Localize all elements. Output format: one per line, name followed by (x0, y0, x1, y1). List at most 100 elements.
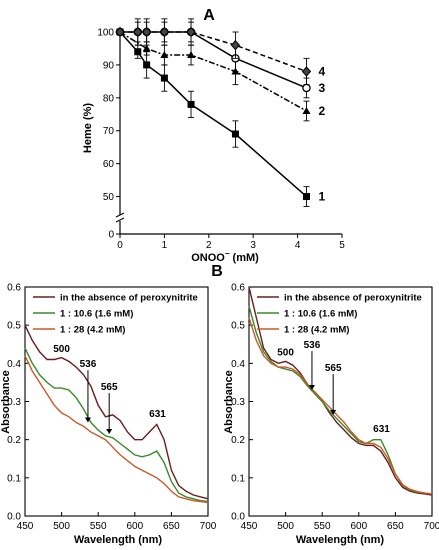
chart-a-series-4-label: 4 (318, 64, 325, 78)
chart-b-left-y-tick-label: 0.5 (7, 321, 21, 332)
chart-b-right-x-axis-label: Wavelength (nm) (296, 534, 385, 546)
chart-b-left-annotation: 565 (101, 382, 118, 393)
chart-a-x-tick-label: 5 (339, 240, 345, 251)
chart-b-right-annotation-arrowhead (308, 385, 315, 391)
chart-b-left-legend-label: in the absence of peroxynitrite (60, 293, 198, 304)
chart-b-left-y-tick-label: 0.2 (7, 435, 21, 446)
chart-a-y-tick-label: 70 (103, 126, 115, 137)
chart-a-series-2-label: 2 (318, 104, 325, 118)
chart-b-left-series-line (24, 355, 209, 504)
chart-a-y-axis-label: Heme (%) (82, 103, 94, 153)
chart-a-x-tick-label: 1 (162, 240, 168, 251)
chart-b-right-annotation: 631 (373, 424, 390, 435)
chart-b-left-y-tick-label: 0.1 (7, 473, 21, 484)
chart-a-series-1-line (119, 31, 307, 198)
chart-a-axis-break-mark (115, 217, 125, 223)
chart-b-left-y-axis-label: Absorbance (0, 370, 12, 434)
chart-a-series-1-point (134, 48, 142, 56)
chart-b-right-y-tick-label: 0.1 (231, 473, 245, 484)
chart-b-left-x-tick-label: 600 (126, 521, 143, 532)
chart-b-right-x-tick-label: 500 (277, 521, 294, 532)
chart-b-right: Absorbance Wavelength (nm) 450 500 550 600 6… (223, 283, 439, 547)
chart-b-right-annotation: 565 (325, 363, 342, 374)
chart-a-x-tick-label: 0 (117, 240, 123, 251)
panel-label-a: A (203, 7, 215, 24)
chart-b-right-plot-area: 450 500 550 600 650 700 0.0 0.1 0.2 0.3 0.4 0.5 0.6 i… (231, 283, 439, 533)
chart-b-left-x-tick-label: 550 (90, 521, 107, 532)
chart-b-left-x-tick-label: 450 (17, 521, 34, 532)
chart-a-series-4-point (186, 26, 196, 38)
chart-a-series-2-line (119, 31, 307, 112)
chart-b-right-x-tick-label: 600 (350, 521, 367, 532)
chart-a-series-1-label: 1 (318, 190, 325, 204)
chart-b-left-annotation-arrowhead (106, 428, 113, 434)
chart-b-left-series-line (24, 324, 209, 500)
chart-b-right-y-tick-label: 0.3 (231, 397, 245, 408)
chart-a-series-4-point (115, 26, 125, 38)
chart-b-right-annotation-arrowhead (330, 409, 337, 415)
chart-b-left-annotation: 500 (53, 344, 70, 355)
chart-b-left-annotation: 536 (80, 359, 97, 370)
chart-a-y-tick-label: 80 (103, 93, 115, 104)
chart-a-series-1-point (302, 193, 310, 201)
chart-b-left-y-tick-label: 0.6 (7, 283, 21, 294)
chart-b-left-annotation: 631 (149, 409, 166, 420)
chart-b-right-y-tick-label: 0.0 (231, 512, 245, 523)
chart-a-y-tick-label: 100 (97, 28, 114, 39)
chart-b-right-legend-label: 1 : 28 (4.2 mM) (284, 325, 349, 336)
chart-b-right-legend-label: in the absence of peroxynitrite (284, 293, 422, 304)
chart-b-right-x-tick-label: 550 (314, 521, 331, 532)
chart-a-axis-break-mark (115, 212, 125, 218)
chart-a-series-1-point (187, 100, 195, 108)
chart-b-right-series-line (248, 286, 433, 496)
chart-a-x-tick-label: 2 (206, 240, 212, 251)
chart-a-x-axis-label-unit: (mM) (229, 252, 259, 264)
chart-b-left-y-tick-label: 0.0 (7, 512, 21, 523)
chart-b-left-series-line (24, 347, 209, 503)
chart-a-series-4-point (230, 39, 241, 51)
chart-b-right-y-tick-label: 0.5 (231, 321, 245, 332)
chart-a-series-4-point (133, 26, 143, 38)
chart-b-right-series-line (248, 317, 433, 495)
chart-b-right-annotation: 500 (277, 348, 294, 359)
chart-a-series-1-point (231, 130, 239, 138)
chart-b-right-y-tick-label: 0.4 (231, 359, 245, 370)
chart-b-left-annotation-arrowhead (84, 417, 91, 423)
chart-b-right-legend-label: 1 : 10.6 (1.6 mM) (284, 309, 357, 320)
chart-b-left-y-tick-label: 0.3 (7, 397, 21, 408)
chart-a-series-3-line (120, 31, 307, 89)
chart-b-left-legend-label: 1 : 10.6 (1.6 mM) (60, 309, 133, 320)
chart-b-right-y-tick-label: 0.6 (231, 283, 245, 294)
chart-b-right-x-tick-label: 700 (424, 521, 439, 532)
chart-a-series-2-point (302, 106, 311, 114)
chart-a-y-tick-label: 50 (103, 192, 115, 203)
chart-a-series-1-point (160, 74, 168, 82)
chart-a-x-axis-label-superscript: − (225, 249, 230, 258)
chart-b-left-plot-area: 450 500 550 600 650 700 0.0 0.1 0.2 0.3 0.4 0.5 0.6 i… (7, 283, 217, 533)
chart-a-x-axis-label: ONOO− (mM) (191, 249, 259, 264)
chart-b-right-x-tick-label: 450 (241, 521, 258, 532)
chart-a-series-2-point (187, 51, 196, 59)
chart-b-left-x-tick-label: 650 (163, 521, 180, 532)
chart-a-y-tick-label: 0 (108, 230, 114, 241)
chart-a-x-tick-label: 4 (295, 240, 301, 251)
chart-a-series-3-label: 3 (318, 81, 325, 95)
chart-panel-a: A Heme (%) ONOO− (mM) 0 1 2 3 4 5050607080901… (82, 7, 345, 264)
chart-a-y-tick-label: 90 (103, 60, 115, 71)
chart-a-series-3-point (302, 83, 311, 93)
chart-a-series-4-point (301, 66, 312, 77)
chart-a-series-4-point (159, 26, 170, 38)
panel-label-b: B (211, 263, 223, 280)
chart-b-right-frame (248, 286, 433, 517)
chart-b-left-y-tick-label: 0.4 (7, 359, 21, 370)
chart-a-y-tick-label: 60 (103, 159, 115, 170)
chart-a-series-4-point (141, 26, 152, 38)
chart-a-series-2-point (160, 51, 169, 59)
chart-b-right-y-axis-label: Absorbance (223, 370, 235, 434)
chart-b-left-x-tick-label: 500 (53, 521, 70, 532)
chart-a-series-1-point (143, 61, 151, 69)
chart-b-left-x-axis-label: Wavelength (nm) (74, 534, 163, 546)
chart-a-x-axis-label-base: ONOO (191, 252, 225, 264)
